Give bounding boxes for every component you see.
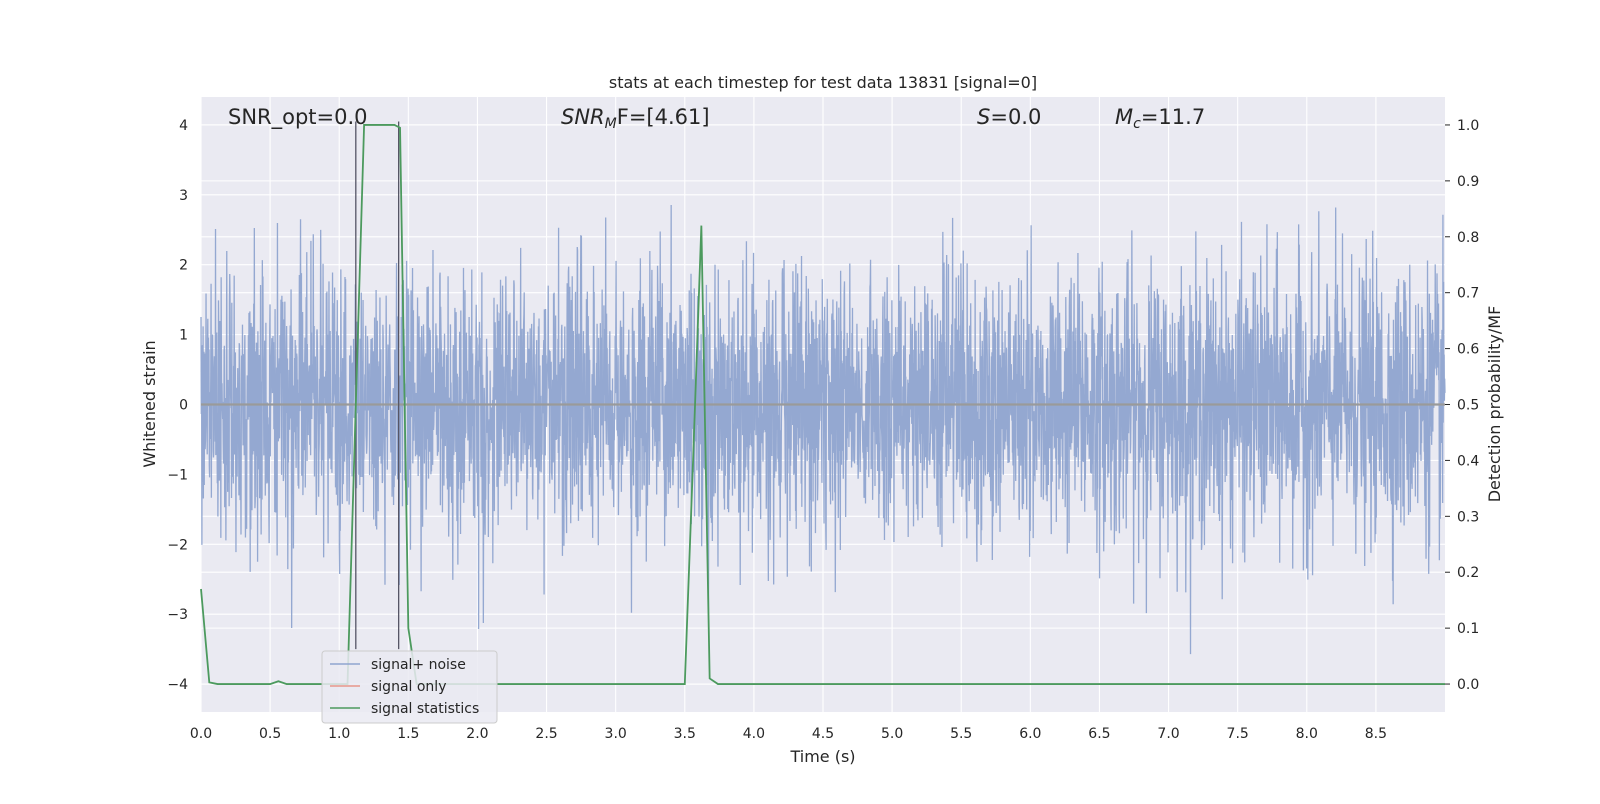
y-axis-ticks: 4 3 2 1 0 −1 −2 −3 −4 — [167, 118, 188, 693]
y2-tick-label: 0.0 — [1457, 677, 1479, 693]
y-tick-label: 4 — [179, 118, 188, 134]
x-tick-label: 4.5 — [812, 726, 834, 742]
y-tick-label: −3 — [167, 607, 188, 623]
y-tick-label: 0 — [179, 398, 188, 414]
annotation-s-main: S — [977, 105, 990, 129]
x-tick-label: 6.0 — [1019, 726, 1041, 742]
x-axis-label: Time (s) — [789, 747, 855, 766]
x-tick-label: 0.0 — [190, 726, 212, 742]
y-tick-label: −4 — [167, 677, 188, 693]
y2-tick-label: 0.1 — [1457, 621, 1479, 637]
legend-label-signal-only: signal only — [371, 679, 446, 695]
y2-tick-label: 0.2 — [1457, 565, 1479, 581]
y2-tick-label: 0.5 — [1457, 398, 1479, 414]
annotation-mc: Mc=11.7 — [1115, 105, 1205, 132]
x-tick-label: 4.0 — [743, 726, 765, 742]
x-tick-label: 2.0 — [466, 726, 488, 742]
annotation-mc-main: M — [1115, 105, 1133, 129]
annotation-snr-opt: SNR_opt=0.0 — [228, 105, 368, 130]
x-tick-label: 7.0 — [1157, 726, 1179, 742]
series-line-signal-noise — [200, 204, 1446, 655]
annotation-snr-mf-tail: F=[4.61] — [617, 105, 710, 129]
y-tick-label: 1 — [179, 328, 188, 344]
x-axis-ticks: 0.0 0.5 1.0 1.5 2.0 2.5 3.0 3.5 4.0 4.5 5.0 5.5 6.0 6… — [190, 726, 1387, 742]
x-tick-label: 1.0 — [328, 726, 350, 742]
annotation-s: S=0.0 — [977, 105, 1041, 129]
series-signal-statistics — [200, 124, 1445, 685]
y2-axis-ticks: 1.0 0.9 0.8 0.7 0.6 0.5 0.4 0.3 0.2 0.1 0.0 — [1445, 118, 1479, 693]
x-tick-label: 3.0 — [605, 726, 627, 742]
chart-title: stats at each timestep for test data 138… — [609, 73, 1037, 92]
y2-tick-label: 0.7 — [1457, 286, 1479, 302]
series-signal-noise — [200, 204, 1446, 655]
x-tick-label: 7.5 — [1227, 726, 1249, 742]
y2-tick-label: 0.3 — [1457, 509, 1479, 525]
y2-tick-label: 0.4 — [1457, 453, 1479, 469]
x-tick-label: 5.0 — [881, 726, 903, 742]
y-tick-label: −2 — [167, 537, 188, 553]
x-tick-label: 8.5 — [1365, 726, 1387, 742]
y2-tick-label: 0.6 — [1457, 342, 1479, 358]
x-tick-label: 6.5 — [1088, 726, 1110, 742]
x-tick-label: 8.0 — [1296, 726, 1318, 742]
legend-label-signal-statistics: signal statistics — [371, 701, 479, 717]
y2-tick-label: 0.8 — [1457, 230, 1479, 246]
y-axis-label: Whitened strain — [140, 340, 159, 467]
annotation-mc-sub: c — [1133, 116, 1141, 132]
annotation-snr-mf: SNRMF=[4.61] — [561, 105, 710, 132]
legend-label-signal-noise: signal+ noise — [371, 657, 466, 673]
y-tick-label: 2 — [179, 258, 188, 274]
annotation-snr-mf-sub: M — [605, 116, 617, 132]
annotation-mc-tail: =11.7 — [1141, 105, 1205, 129]
y2-tick-label: 0.9 — [1457, 174, 1479, 190]
legend-box — [321, 650, 498, 724]
x-tick-label: 1.5 — [397, 726, 419, 742]
y-tick-label: 3 — [179, 188, 188, 204]
x-tick-label: 3.5 — [674, 726, 696, 742]
y2-axis-label: Detection probability/MF — [1485, 306, 1504, 503]
x-tick-label: 5.5 — [950, 726, 972, 742]
y-tick-label: −1 — [167, 467, 188, 483]
legend: signal+ noise signal only signal statist… — [321, 650, 498, 724]
y2-tick-label: 1.0 — [1457, 118, 1479, 134]
series-line-signal-statistics — [200, 124, 1445, 685]
annotation-snr-mf-main: SNR — [561, 105, 605, 129]
annotation-s-tail: =0.0 — [990, 105, 1041, 129]
x-tick-label: 2.5 — [535, 726, 557, 742]
x-tick-label: 0.5 — [259, 726, 281, 742]
